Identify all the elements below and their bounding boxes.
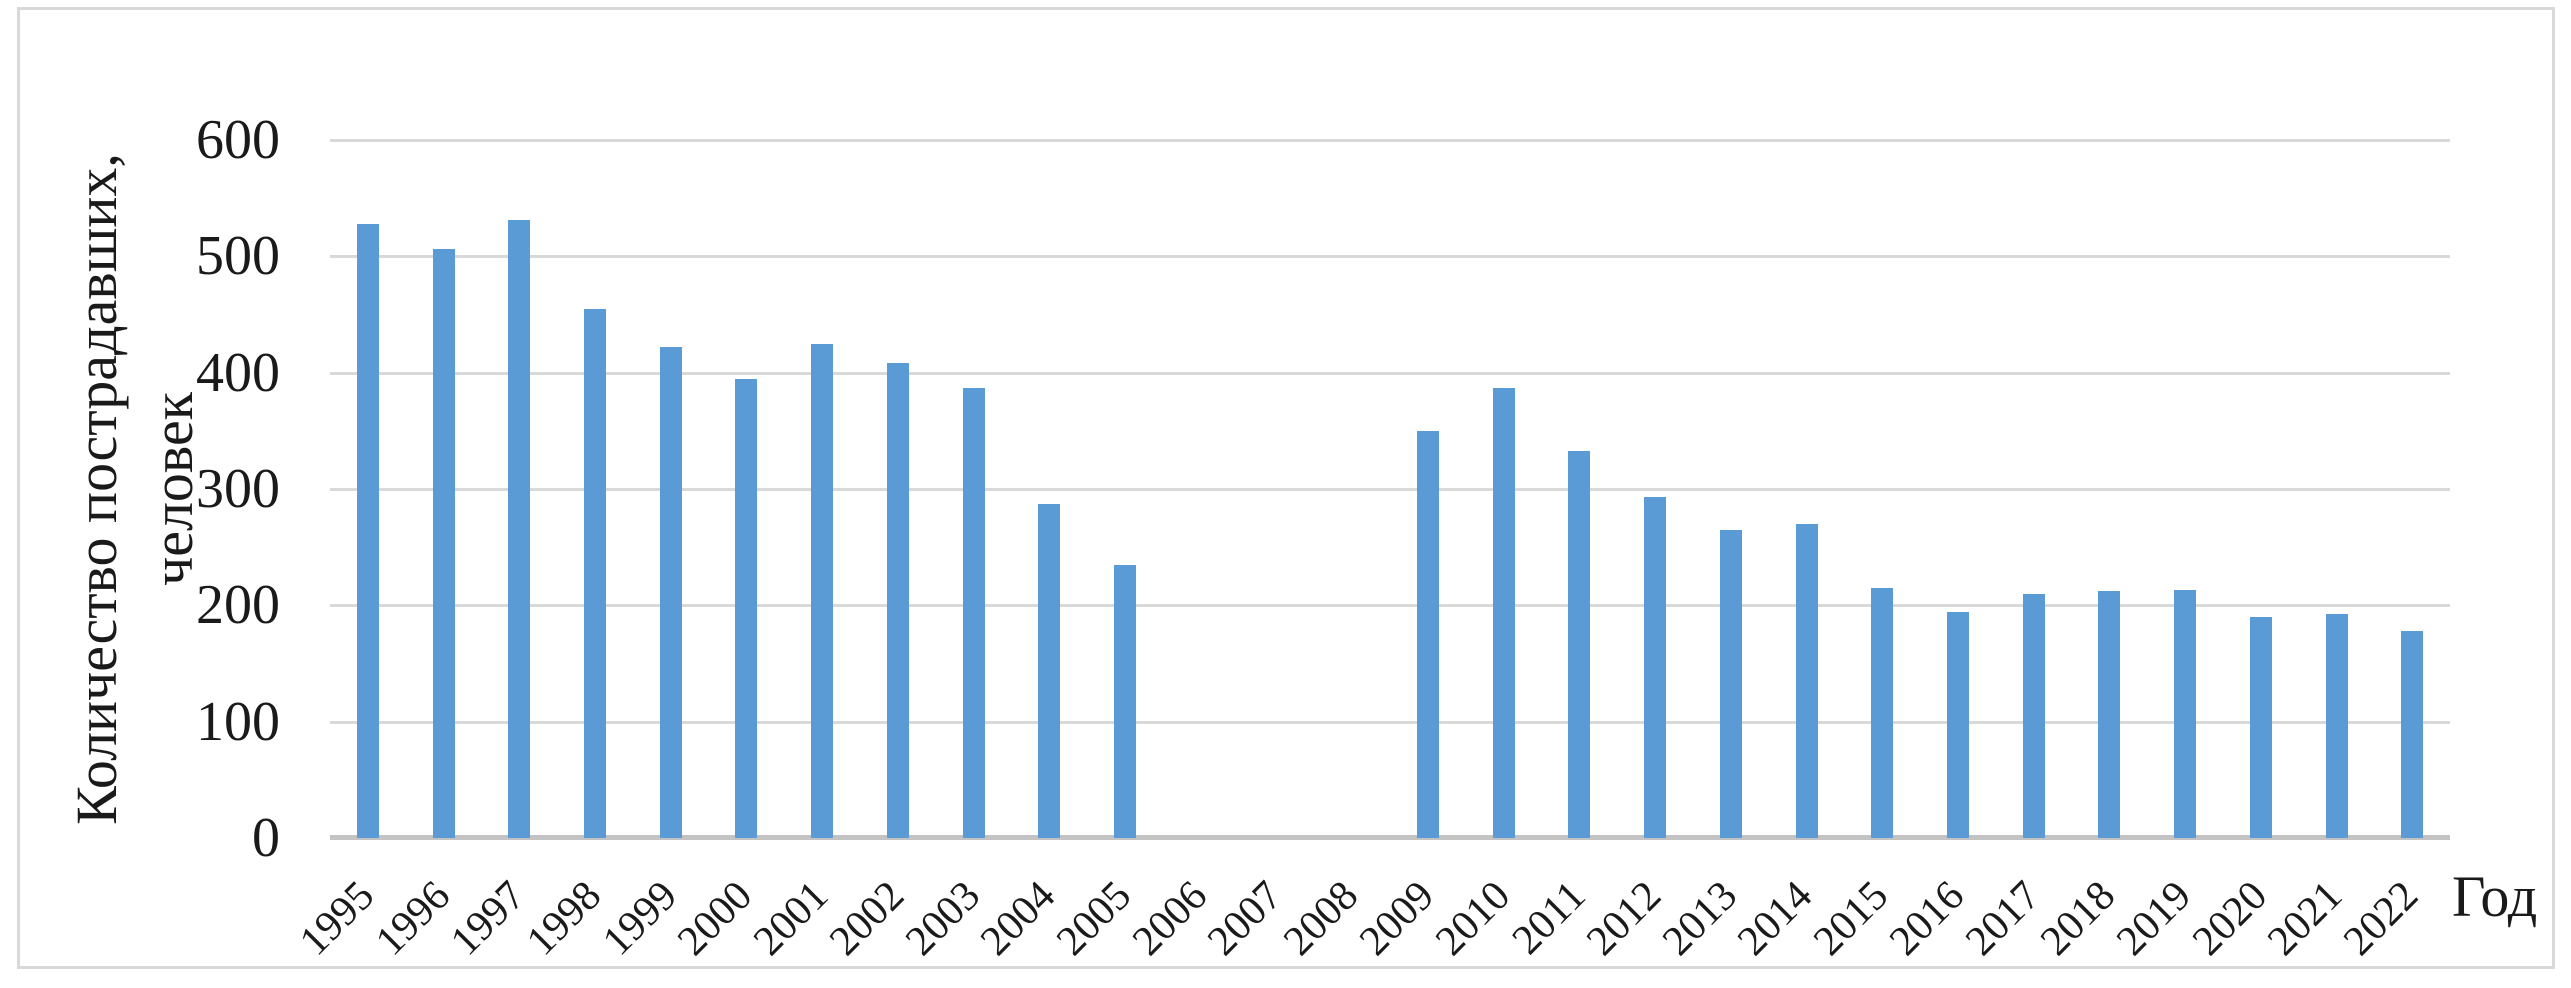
bar-slot-2022 [2374,140,2450,838]
bar-slot-2000 [709,140,785,838]
bar-slot-1997 [481,140,557,838]
bar-slot-2014 [1769,140,1845,838]
bar-slot-2009 [1390,140,1466,838]
bar-2002 [886,363,909,838]
y-tick-label-100: 100 [196,690,280,753]
bar-1998 [584,308,607,838]
bar-slot-2012 [1617,140,1693,838]
bar-1997 [508,220,531,838]
bar-2005 [1114,564,1137,838]
bar-slot-2006 [1163,140,1239,838]
gridline-100 [330,720,2450,724]
bar-2019 [2174,590,2197,838]
bar-2020 [2249,617,2272,838]
bar-slot-2010 [1466,140,1542,838]
bars-layer [330,140,2450,838]
y-tick-label-200: 200 [196,574,280,637]
x-axis-line [330,835,2450,840]
bar-1999 [659,347,682,838]
bar-slot-1995 [330,140,406,838]
bar-slot-2005 [1087,140,1163,838]
bar-slot-2020 [2223,140,2299,838]
bar-2013 [1719,529,1742,838]
y-tick-label-600: 600 [196,109,280,171]
bar-slot-1996 [406,140,482,838]
bar-2022 [2401,630,2424,838]
bar-slot-2016 [1920,140,1996,838]
gridline-500 [330,255,2450,259]
bar-slot-2021 [2299,140,2375,838]
bar-slot-2001 [784,140,860,838]
bar-slot-2008 [1314,140,1390,838]
bar-2021 [2325,613,2348,838]
bar-slot-2004 [1011,140,1087,838]
bar-slot-1999 [633,140,709,838]
bar-2016 [1946,612,1969,838]
bar-slot-1998 [557,140,633,838]
chart-frame [17,7,2555,969]
bar-slot-2018 [2072,140,2148,838]
gridline-300 [330,488,2450,491]
bar-2014 [1795,523,1818,838]
bar-2015 [1871,587,1894,838]
bar-slot-2003 [936,140,1012,838]
y-tick-label-500: 500 [196,225,280,288]
gridline-200 [330,604,2450,608]
bar-1996 [432,249,455,838]
y-tick-label-0: 0 [252,807,280,869]
plot-area [330,139,2450,840]
bar-2003 [962,387,985,838]
bar-2012 [1644,497,1667,838]
bar-2017 [2022,593,2045,838]
bar-2000 [735,378,758,838]
bar-1995 [356,223,379,838]
bar-slot-2019 [2147,140,2223,838]
bar-2010 [1492,387,1515,838]
bar-slot-2013 [1693,140,1769,838]
x-axis-title: Год [2452,864,2538,929]
y-tick-label-300: 300 [196,458,280,520]
bar-2011 [1568,450,1591,838]
bar-2018 [2098,591,2121,838]
bar-2001 [811,343,834,838]
bar-slot-2007 [1239,140,1315,838]
bar-2009 [1416,430,1439,838]
gridline-600 [330,139,2450,142]
y-axis-tick-labels: 0 100 200 300 400 500 600 [60,0,280,988]
bar-2004 [1038,504,1061,838]
bar-slot-2015 [1844,140,1920,838]
bar-slot-2017 [1996,140,2072,838]
bar-slot-2002 [860,140,936,838]
gridline-400 [330,371,2450,375]
y-tick-label-400: 400 [196,341,280,404]
bar-slot-2011 [1542,140,1618,838]
